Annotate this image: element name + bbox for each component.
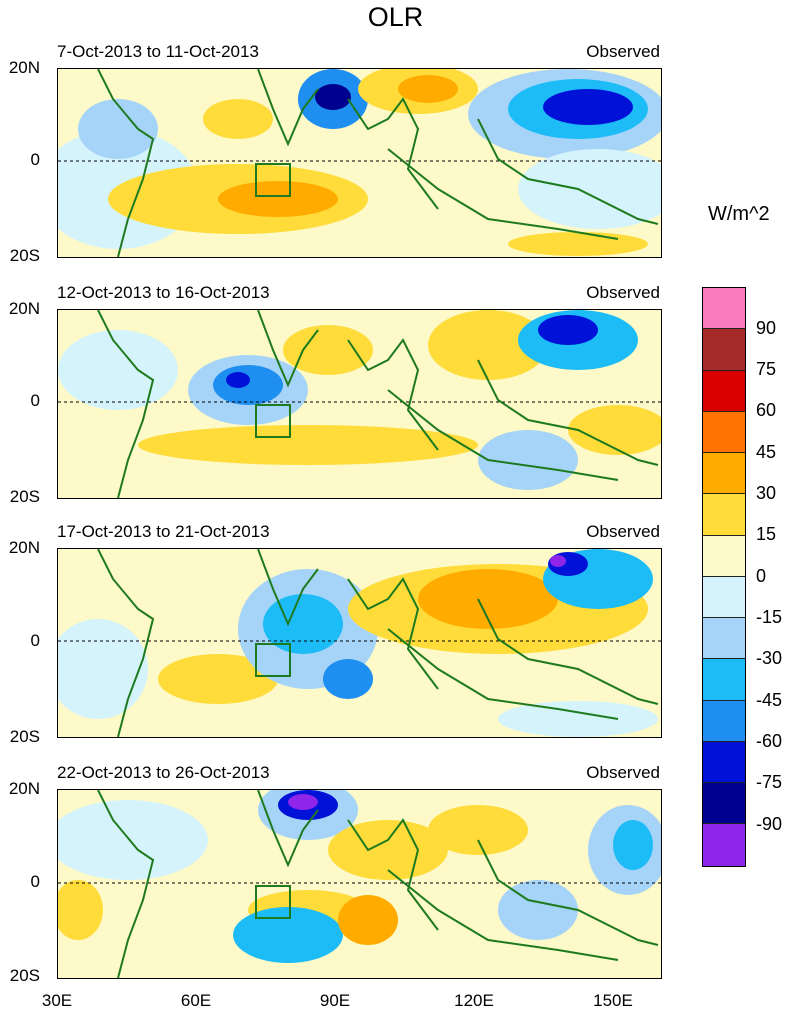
olr-field-1 xyxy=(58,69,661,257)
index-box xyxy=(255,643,291,677)
colorbar-segment xyxy=(703,453,745,495)
lon-label-60e: 60E xyxy=(180,991,212,1010)
olr-field-4 xyxy=(58,790,661,978)
panel-3-period: 17-Oct-2013 to 21-Oct-2013 xyxy=(57,522,270,541)
lat-label-20s: 20S xyxy=(9,727,40,746)
colorbar-label: -15 xyxy=(756,607,783,627)
panel-1-period: 7-Oct-2013 to 11-Oct-2013 xyxy=(57,42,259,61)
index-box xyxy=(255,885,291,919)
colorbar-label: 75 xyxy=(756,359,777,379)
map-panel-4 xyxy=(57,789,662,979)
index-box xyxy=(255,404,291,438)
colorbar-segment xyxy=(703,329,745,371)
map-panel-2 xyxy=(57,309,662,499)
coastlines xyxy=(97,549,659,737)
lon-label-120e: 120E xyxy=(454,991,494,1010)
colorbar-segment xyxy=(703,824,745,866)
colorbar-label: 90 xyxy=(756,318,777,338)
panel-2-period: 12-Oct-2013 to 16-Oct-2013 xyxy=(57,283,270,302)
map-panel-1 xyxy=(57,68,662,258)
colorbar-segment xyxy=(703,741,745,784)
colorbar-label: 30 xyxy=(756,483,777,503)
colorbar-segment xyxy=(703,618,745,660)
lon-label-150e: 150E xyxy=(593,991,633,1010)
units-label: W/m^2 xyxy=(708,203,770,225)
lat-label-eq: 0 xyxy=(30,391,40,410)
coastlines xyxy=(97,790,659,978)
anomaly-blobs xyxy=(58,549,658,737)
anomaly-blobs xyxy=(58,310,661,490)
colorbar-label: -45 xyxy=(756,690,783,710)
colorbar-segment xyxy=(703,700,745,742)
coastlines xyxy=(97,310,659,498)
colorbar-label: -60 xyxy=(756,731,783,751)
colorbar-label: -30 xyxy=(756,648,783,668)
colorbar xyxy=(702,287,746,867)
colorbar-segment xyxy=(703,535,745,577)
colorbar-label: 0 xyxy=(756,566,767,586)
panel-4-observed-label: Observed xyxy=(586,763,660,782)
colorbar-segment xyxy=(703,783,745,825)
lat-label-20s: 20S xyxy=(9,487,40,506)
colorbar-segment xyxy=(703,411,745,454)
lat-label-20n: 20N xyxy=(8,58,40,77)
lat-label-20n: 20N xyxy=(8,299,40,318)
colorbar-segment xyxy=(703,288,745,330)
colorbar-label: -90 xyxy=(756,814,783,834)
anomaly-blobs xyxy=(58,790,661,963)
lat-label-20n: 20N xyxy=(8,779,40,798)
lat-label-eq: 0 xyxy=(30,150,40,169)
lat-label-20s: 20S xyxy=(9,966,40,985)
lat-label-20s: 20S xyxy=(9,246,40,265)
map-panel-3 xyxy=(57,548,662,738)
colorbar-label: 60 xyxy=(756,400,777,420)
lat-label-eq: 0 xyxy=(30,631,40,650)
panel-2-observed-label: Observed xyxy=(586,283,660,302)
colorbar-label: 15 xyxy=(756,524,777,544)
colorbar-label: 45 xyxy=(756,442,777,462)
lat-label-eq: 0 xyxy=(30,872,40,891)
index-box xyxy=(255,163,291,197)
anomaly-blobs xyxy=(58,69,661,256)
lon-label-90e: 90E xyxy=(319,991,351,1010)
panel-1-observed-label: Observed xyxy=(586,42,660,61)
colorbar-segment xyxy=(703,576,745,619)
lon-label-30e: 30E xyxy=(41,991,73,1010)
lat-label-20n: 20N xyxy=(8,538,40,557)
coastlines xyxy=(97,69,659,257)
panel-3-observed-label: Observed xyxy=(586,522,660,541)
panel-4-period: 22-Oct-2013 to 26-Oct-2013 xyxy=(57,763,270,782)
colorbar-segment xyxy=(703,659,745,701)
olr-field-3 xyxy=(58,549,661,737)
colorbar-segment xyxy=(703,370,745,412)
chart-title: OLR xyxy=(367,2,424,32)
colorbar-label: -75 xyxy=(756,772,783,792)
colorbar-segment xyxy=(703,494,745,536)
olr-field-2 xyxy=(58,310,661,498)
